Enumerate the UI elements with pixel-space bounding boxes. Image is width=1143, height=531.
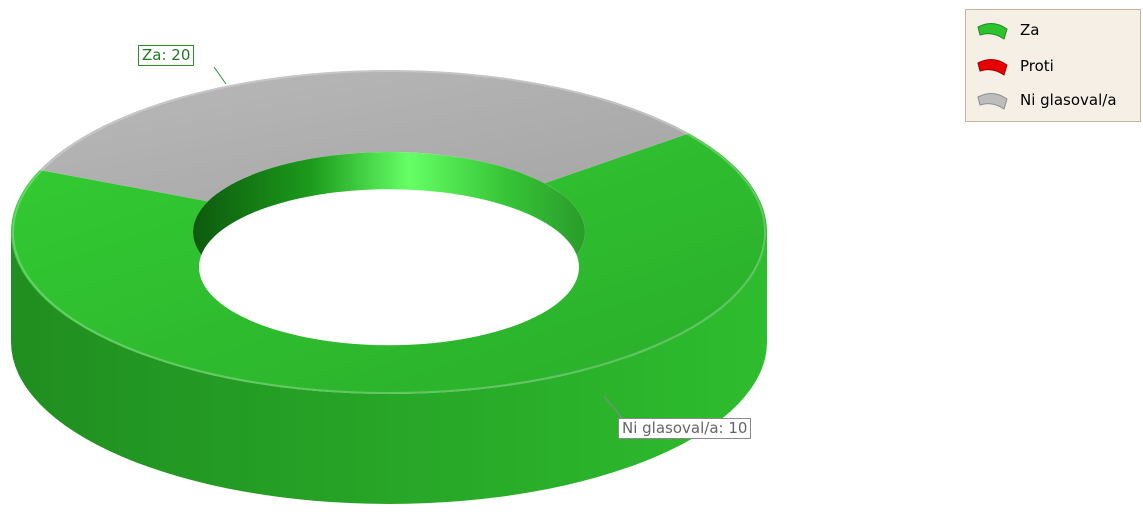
legend-item-za: Za [974, 17, 1039, 43]
green-arc-icon [977, 23, 1008, 40]
data-label-za: Za: 20 [138, 45, 195, 66]
slice-za [11, 133, 767, 395]
leader-line-ni-glasoval [603, 395, 623, 419]
chart-legend: Za Proti Ni glasoval/a [965, 9, 1141, 122]
legend-label-za: Za [1020, 21, 1040, 39]
legend-item-proti: Proti [974, 53, 1054, 79]
outer-rim-highlight [12, 70, 766, 394]
red-arc-icon [977, 59, 1008, 76]
gray-arc-icon [977, 93, 1008, 110]
leader-line-za [213, 66, 227, 85]
side-wall-za [11, 232, 767, 504]
doughnut-hole [199, 189, 579, 346]
slice-ni-glasoval-a [39, 70, 689, 202]
data-label-ni-glasoval: Ni glasoval/a: 10 [618, 418, 752, 439]
legend-item-ni-glasoval: Ni glasoval/a [974, 87, 1117, 113]
legend-label-ni-glasoval: Ni glasoval/a [1020, 91, 1117, 109]
legend-label-proti: Proti [1020, 57, 1054, 75]
